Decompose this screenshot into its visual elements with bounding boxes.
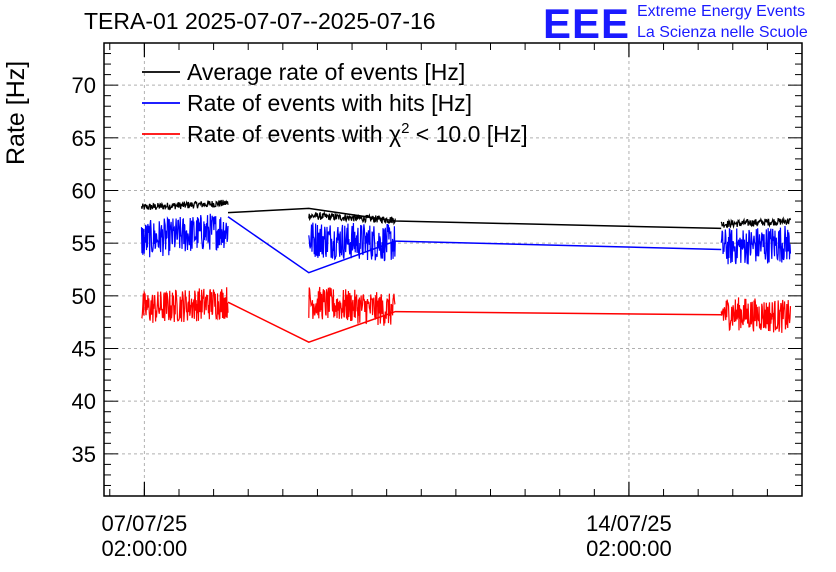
y-axis-label: Rate [Hz] [2, 60, 30, 165]
series-2-segment-2 [720, 297, 792, 333]
y-tick-label: 65 [72, 126, 96, 151]
eee-logo-line2: La Scienza nelle Scuole [637, 24, 808, 41]
series-connector-2 [227, 301, 722, 344]
legend-label-2: Rate of events with χ2 < 10.0 [Hz] [187, 120, 528, 147]
x-tick-label-time: 02:00:00 [102, 536, 188, 561]
y-tick-label: 35 [72, 442, 96, 467]
series-0-segment-2 [720, 216, 792, 229]
series-2-segment-1 [308, 286, 396, 326]
series-2-segment-0 [141, 287, 229, 323]
legend-label-1: Rate of events with hits [Hz] [187, 90, 472, 116]
series-connector-1 [227, 216, 722, 274]
series-connector-0 [227, 207, 722, 230]
plot-frame [103, 42, 803, 497]
y-tick-label: 50 [72, 284, 96, 309]
series-0-segment-0 [140, 199, 229, 211]
series-0-segment-1 [308, 210, 396, 226]
x-tick-label-time: 02:00:00 [586, 536, 672, 561]
y-tick-label: 55 [72, 231, 96, 256]
legend-label-0: Average rate of events [Hz] [187, 59, 465, 85]
y-tick-label: 40 [72, 389, 96, 414]
series-1-segment-2 [720, 225, 792, 265]
x-tick-label-date: 14/07/25 [586, 511, 672, 536]
chart-title: TERA-01 2025-07-07--2025-07-16 [84, 8, 436, 34]
series-1-segment-1 [308, 222, 396, 262]
y-tick-label: 45 [72, 337, 96, 362]
eee-logo-line1: Extreme Energy Events [637, 3, 806, 20]
x-tick-label-date: 07/07/25 [102, 511, 188, 536]
eee-logo: EEE [543, 0, 631, 47]
series-1-segment-0 [140, 213, 229, 258]
y-tick-label: 60 [72, 178, 96, 203]
y-tick-label: 70 [72, 73, 96, 98]
